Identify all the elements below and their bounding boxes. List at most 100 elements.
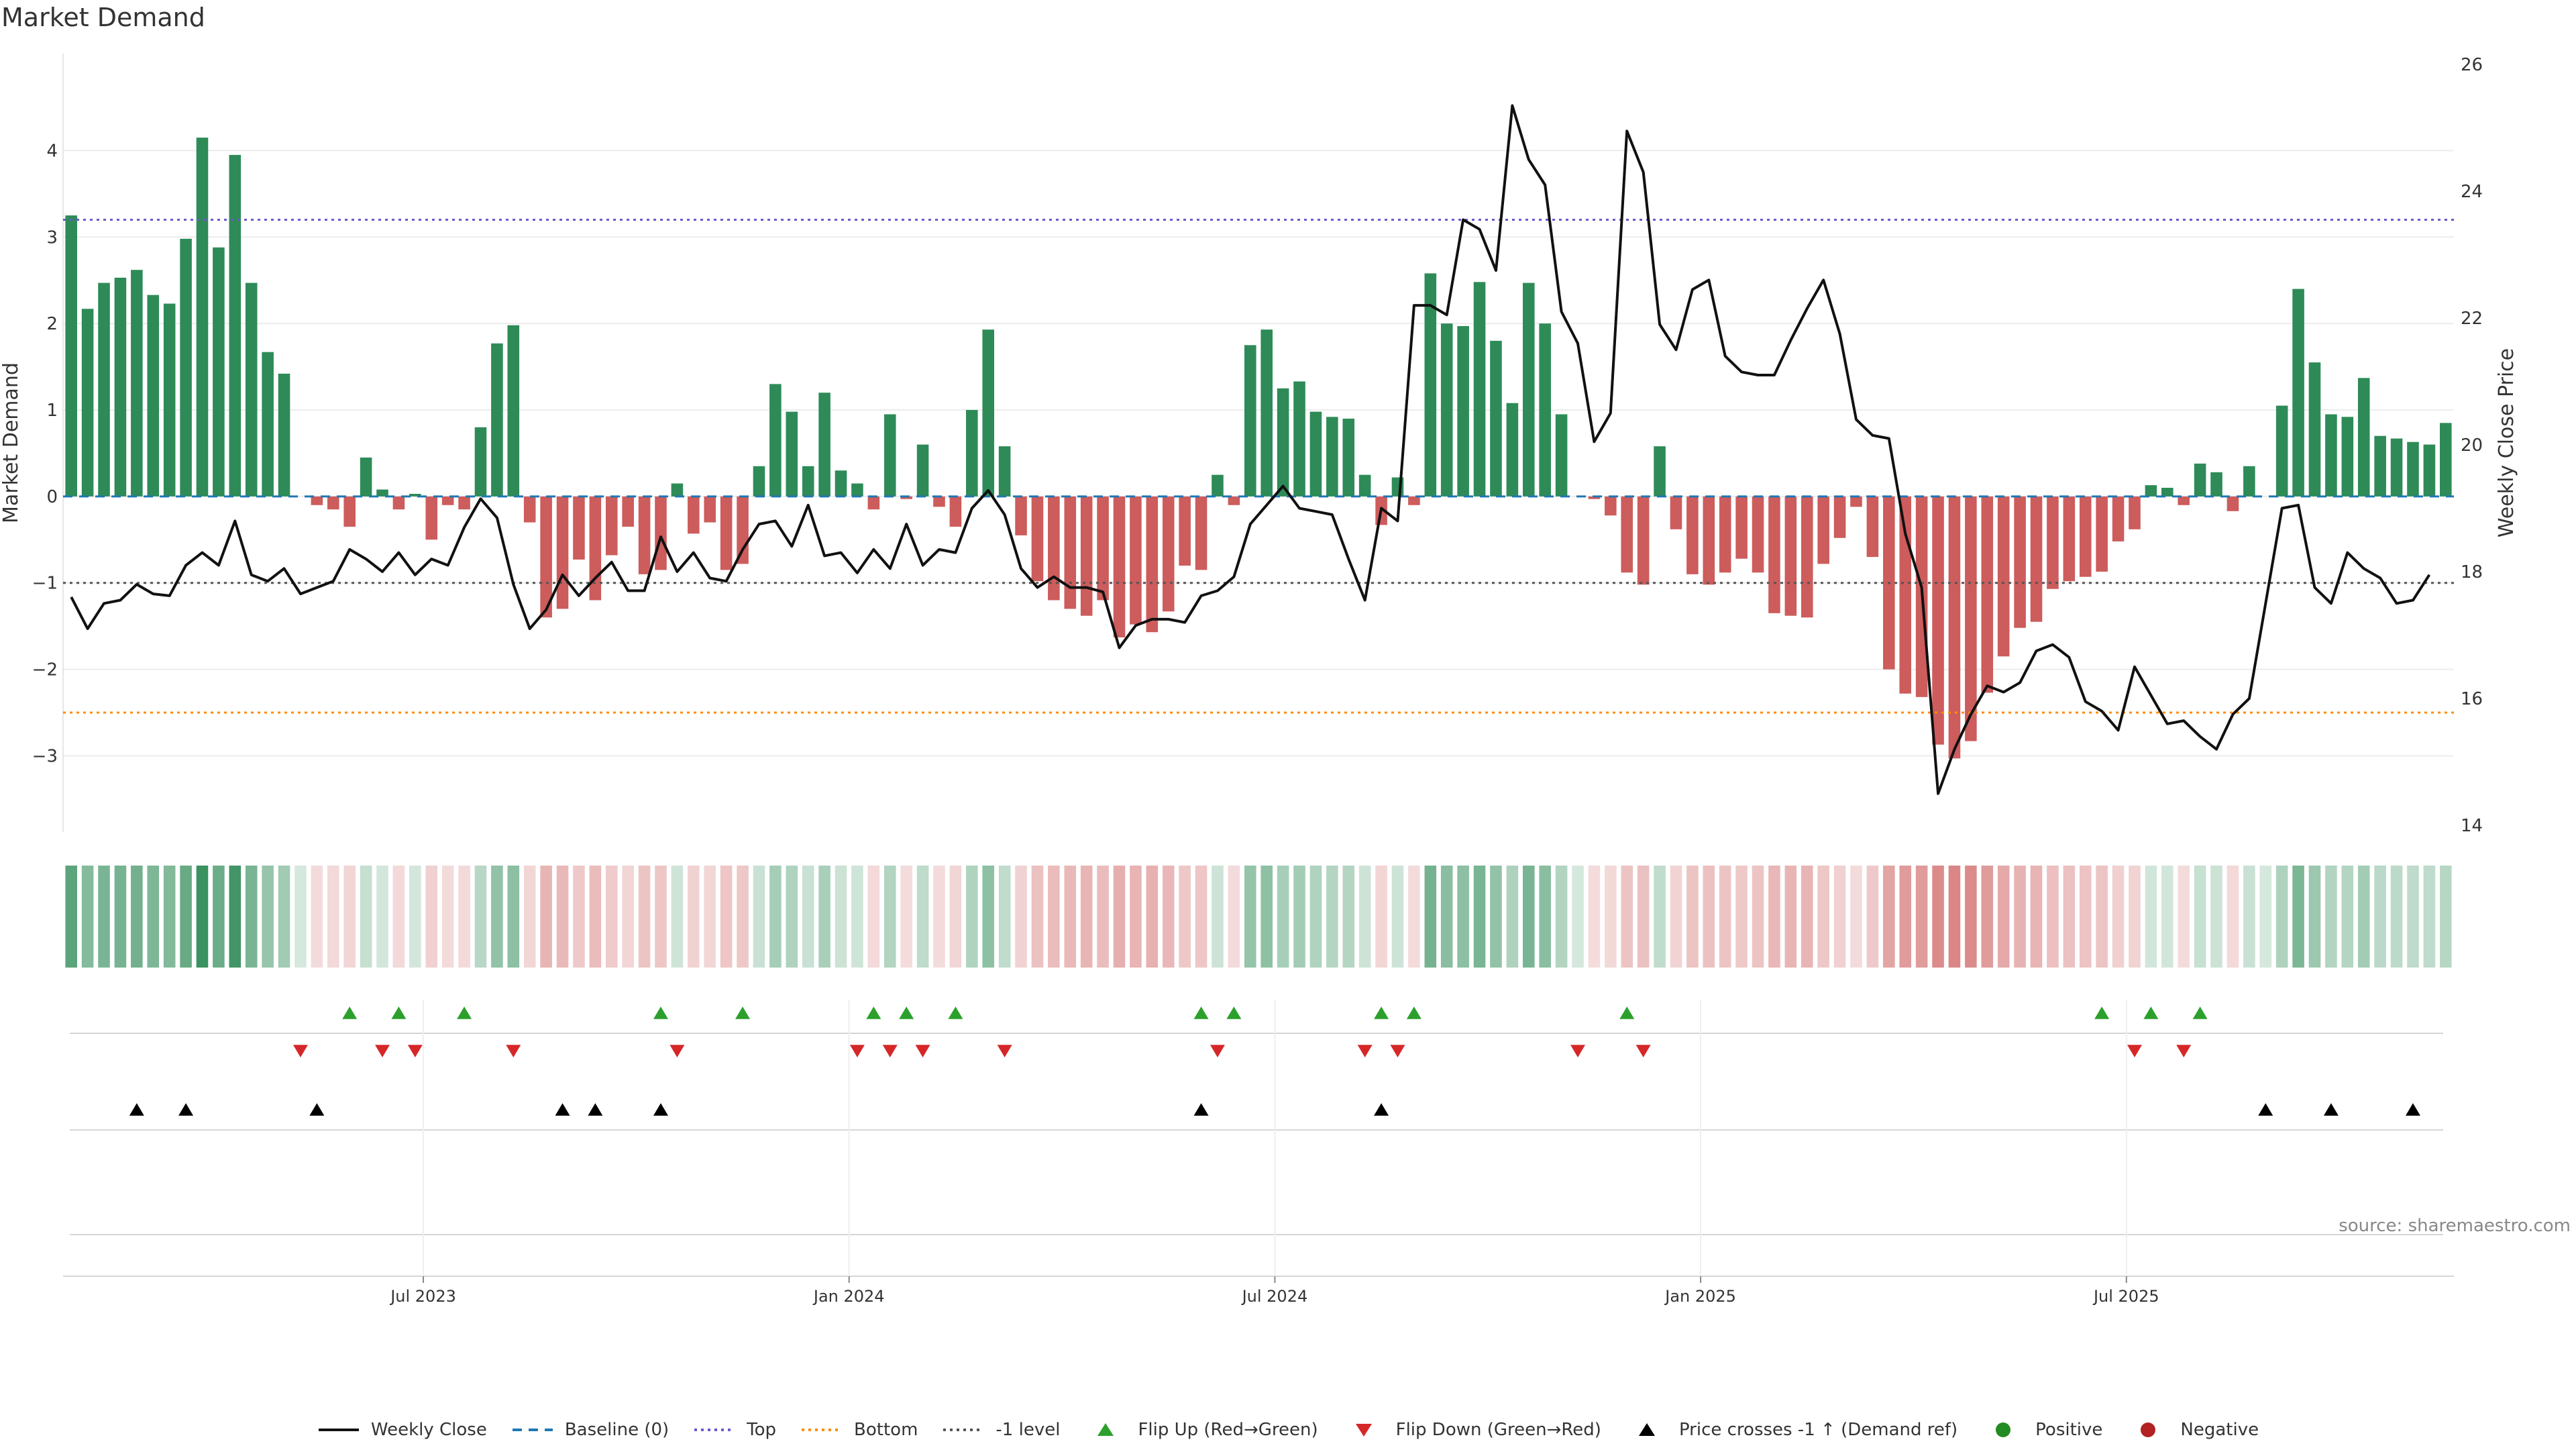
bar-negative [1948, 496, 1961, 759]
intensity-cell [1686, 866, 1699, 968]
bar-positive [245, 282, 258, 497]
bar-positive [180, 238, 192, 497]
price-cross-marker [2405, 1103, 2420, 1116]
bar-negative [2014, 496, 2026, 628]
legend-label: Positive [2035, 1420, 2103, 1440]
bar-negative [540, 496, 552, 618]
intensity-cell [1965, 866, 1977, 968]
price-cross-marker [588, 1103, 603, 1116]
legend-item-cross: Price crosses -1 ↑ (Demand ref) [1625, 1420, 1957, 1440]
intensity-cell [196, 866, 209, 968]
bar-positive [2374, 435, 2386, 497]
bar-positive [1440, 323, 1453, 497]
intensity-cell [2341, 866, 2354, 968]
intensity-cell [1539, 866, 1551, 968]
legend-label: Baseline (0) [564, 1420, 669, 1440]
bar-positive [786, 411, 798, 497]
intensity-cell [883, 866, 896, 968]
intensity-cell [802, 866, 814, 968]
y-tick-label: 1 [46, 401, 58, 421]
intensity-cell [2325, 866, 2337, 968]
price-cross-marker [309, 1103, 325, 1116]
intensity-cell [2161, 866, 2174, 968]
bar-positive [1522, 282, 1535, 497]
bar-positive [131, 270, 143, 497]
intensity-cell [163, 866, 176, 968]
legend-item-bottom: Bottom [800, 1420, 918, 1440]
bar-negative [1801, 496, 1813, 618]
intensity-cell [1212, 866, 1224, 968]
y-axis-label: Market Demand [0, 362, 23, 523]
intensity-cell [2014, 866, 2026, 968]
bar-positive [278, 373, 290, 497]
bar-positive [262, 352, 274, 497]
intensity-cell [278, 866, 290, 968]
intensity-cell [589, 866, 602, 968]
bar-negative [573, 496, 585, 560]
intensity-cell [982, 866, 995, 968]
bar-positive [802, 466, 814, 497]
bar-negative [1719, 496, 1731, 573]
y-tick-label: 4 [46, 141, 58, 161]
intensity-cell [523, 866, 536, 968]
flip-down-marker [2127, 1045, 2142, 1057]
flip-up-marker [948, 1006, 963, 1019]
bar-positive [1342, 418, 1355, 497]
bar-negative [2096, 496, 2108, 572]
legend-symbol [1996, 1422, 2011, 1437]
bar-negative [556, 496, 569, 609]
bar-positive [507, 325, 520, 497]
bar-positive [2357, 378, 2370, 497]
intensity-cell [851, 866, 863, 968]
bar-negative [1195, 496, 1208, 570]
bar-positive [196, 138, 209, 497]
intensity-cell [1146, 866, 1159, 968]
bar-positive [98, 282, 110, 497]
bar-negative [1162, 496, 1175, 612]
intensity-cell [131, 866, 143, 968]
intensity-cell [1801, 866, 1813, 968]
intensity-cell [491, 866, 503, 968]
intensity-cell [998, 866, 1011, 968]
bar-negative [441, 496, 454, 505]
intensity-cell [1572, 866, 1584, 968]
intensity-cell [2259, 866, 2272, 968]
legend-item-pos: Positive [1982, 1420, 2102, 1440]
bar-negative [1113, 496, 1126, 637]
intensity-cell [1752, 866, 1764, 968]
bar-positive [916, 444, 929, 497]
bar-positive [2423, 444, 2436, 497]
bar-negative [1080, 496, 1093, 616]
flip-up-marker [866, 1006, 881, 1019]
bar-negative [720, 496, 733, 570]
bar-negative [1768, 496, 1780, 613]
bar-negative [1408, 496, 1420, 505]
intensity-cell [916, 866, 929, 968]
intensity-cell [343, 866, 356, 968]
intensity-cell [114, 866, 127, 968]
flip-up-marker [653, 1006, 668, 1019]
intensity-cell [1097, 866, 1109, 968]
legend-symbol [1355, 1424, 1372, 1437]
y-tick-label: 0 [46, 487, 58, 507]
bar-positive [1326, 417, 1338, 497]
bar-positive [2210, 472, 2222, 497]
price-cross-marker [1193, 1103, 1209, 1116]
intensity-cell [2407, 866, 2419, 968]
bar-positive [2440, 423, 2452, 497]
x-tick-label: Jul 2023 [389, 1287, 456, 1306]
price-cross-marker [2258, 1103, 2273, 1116]
bar-positive [671, 483, 684, 497]
intensity-cell [933, 866, 945, 968]
flip-up-marker [391, 1006, 407, 1019]
bar-positive [163, 303, 176, 497]
legend-symbol [2141, 1422, 2156, 1437]
intensity-cell [1637, 866, 1650, 968]
bar-negative [1605, 496, 1617, 516]
bar-positive [114, 277, 127, 497]
legend-symbol [802, 1429, 843, 1431]
bar-positive [1260, 329, 1273, 497]
intensity-cell [573, 866, 585, 968]
intensity-cell [327, 866, 339, 968]
